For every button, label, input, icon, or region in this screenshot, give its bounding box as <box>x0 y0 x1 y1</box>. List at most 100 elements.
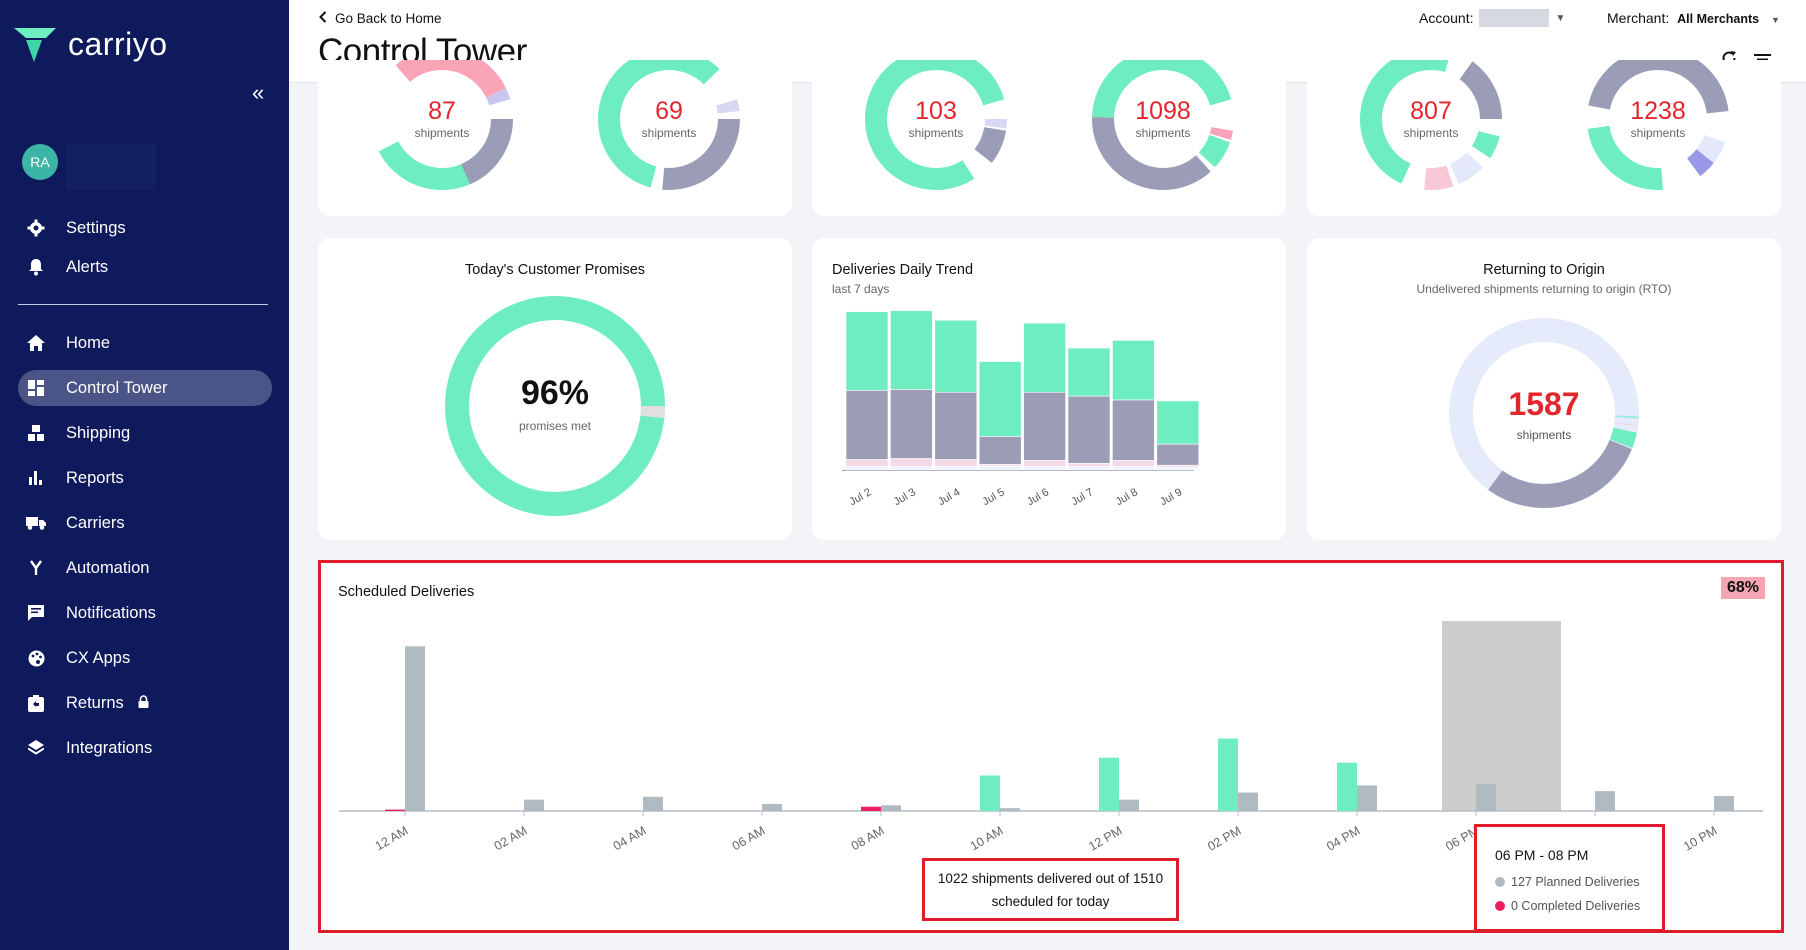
trend-bar-segment[interactable] <box>845 465 889 471</box>
trend-bar-segment[interactable] <box>845 459 889 467</box>
planned-deliveries-bar[interactable] <box>1119 799 1139 811</box>
planned-deliveries-bar[interactable] <box>762 803 782 811</box>
trend-bar-segment[interactable] <box>845 311 889 391</box>
donut-value: 103 <box>915 97 957 125</box>
sidebar-item-returns[interactable]: Returns <box>18 685 272 721</box>
trend-bar-segment[interactable] <box>1112 460 1155 467</box>
boxes-icon <box>18 425 54 441</box>
planned-deliveries-bar[interactable] <box>643 796 663 811</box>
gear-icon <box>18 219 54 237</box>
avatar[interactable]: RA <box>22 144 58 180</box>
summary-line-1: 1022 shipments delivered out of 1510 <box>937 871 1164 886</box>
return-icon <box>18 694 54 712</box>
fork-icon <box>18 560 54 576</box>
trend-bar-segment[interactable] <box>1112 465 1155 471</box>
x-tick-label: 02 AM <box>492 823 530 853</box>
tooltip-planned-row: 127 Planned Deliveries <box>1495 875 1640 889</box>
completed-deliveries-bar[interactable] <box>980 775 1000 812</box>
trend-bar-segment[interactable] <box>934 391 978 460</box>
trend-bar-segment[interactable] <box>1067 395 1111 464</box>
account-selector[interactable]: Account: ▼ <box>1419 9 1565 27</box>
trend-bar-segment[interactable] <box>845 390 889 460</box>
trend-bar-segment[interactable] <box>978 361 1022 437</box>
card-title: Returning to Origin <box>1483 262 1605 278</box>
trend-bar-segment[interactable] <box>1112 399 1155 461</box>
trend-bar-segment[interactable] <box>1067 465 1111 471</box>
summary-line-2: scheduled for today <box>991 894 1110 909</box>
sidebar-item-control-tower[interactable]: Control Tower <box>18 370 272 406</box>
user-name-redacted <box>66 144 156 190</box>
planned-deliveries-bar[interactable] <box>1714 796 1734 811</box>
sidebar-item-shipping[interactable]: Shipping <box>18 415 272 451</box>
donut-unit: shipments <box>1403 126 1459 140</box>
donut-charts-3 <box>1360 60 1729 190</box>
collapse-sidebar-button[interactable]: « <box>252 80 264 106</box>
planned-deliveries-bar[interactable] <box>1357 785 1377 811</box>
sidebar-item-home[interactable]: Home <box>18 325 272 361</box>
planned-deliveries-bar[interactable] <box>1000 808 1020 811</box>
donut-value: 69 <box>655 97 683 125</box>
tooltip-planned: 127 Planned Deliveries <box>1511 875 1640 889</box>
x-tick-label: 04 AM <box>611 823 649 853</box>
sidebar-item-notifications[interactable]: Notifications <box>18 595 272 631</box>
x-tick-label: Jul 2 <box>847 486 873 508</box>
trend-bar-segment[interactable] <box>1156 443 1200 466</box>
completed-deliveries-bar[interactable] <box>1099 757 1119 811</box>
planned-deliveries-bar[interactable] <box>1238 792 1258 811</box>
planned-deliveries-bar[interactable] <box>524 799 544 811</box>
back-link[interactable]: Go Back to Home <box>319 11 442 26</box>
merchant-selector[interactable]: Merchant: All Merchants ▼ <box>1607 10 1780 26</box>
promises-donut <box>445 296 665 516</box>
trend-bar-segment[interactable] <box>1156 466 1200 471</box>
donut-value: 1098 <box>1135 97 1191 125</box>
trend-bar-segment[interactable] <box>890 465 933 471</box>
trend-bar-segment[interactable] <box>934 319 978 393</box>
trend-bar-segment[interactable] <box>1067 462 1111 467</box>
donut-charts-1 <box>371 60 740 190</box>
completed-deliveries-bar[interactable] <box>385 809 405 811</box>
sidebar-item-carriers[interactable]: Carriers <box>18 505 272 541</box>
trend-bar-segment[interactable] <box>934 459 978 467</box>
x-tick-label: 10 AM <box>968 823 1006 853</box>
trend-bar-segment[interactable] <box>890 458 933 467</box>
sidebar-item-label: Alerts <box>66 257 109 276</box>
planned-deliveries-bar[interactable] <box>1476 784 1496 811</box>
sidebar-item-reports[interactable]: Reports <box>18 460 272 496</box>
trend-bar-segment[interactable] <box>1112 340 1155 401</box>
trend-bar-segment[interactable] <box>1023 322 1066 393</box>
home-icon <box>18 335 54 351</box>
x-tick-label: 02 PM <box>1205 823 1243 853</box>
sidebar: carriyo « RA Settings Alerts Home Contro… <box>0 0 289 950</box>
sidebar-item-alerts[interactable]: Alerts <box>18 249 272 285</box>
trend-bar-segment[interactable] <box>934 465 978 471</box>
planned-deliveries-bar[interactable] <box>881 805 901 811</box>
planned-deliveries-bar[interactable] <box>1595 791 1615 811</box>
trend-bar-segment[interactable] <box>978 436 1022 465</box>
trend-bar-segment[interactable] <box>890 310 933 390</box>
trend-bar-segment[interactable] <box>890 389 933 459</box>
trend-bar-segment[interactable] <box>1156 400 1200 445</box>
completed-deliveries-bar[interactable] <box>861 806 881 811</box>
trend-bar-segment[interactable] <box>1023 460 1066 467</box>
planned-deliveries-bar[interactable] <box>405 646 425 811</box>
sidebar-item-settings[interactable]: Settings <box>18 210 272 246</box>
palette-icon <box>18 650 54 667</box>
completed-deliveries-bar[interactable] <box>1218 738 1238 811</box>
sidebar-item-label: CX Apps <box>66 648 131 667</box>
trend-bar-segment[interactable] <box>1023 465 1066 471</box>
completed-deliveries-bar[interactable] <box>1337 762 1357 811</box>
completion-badge: 68% <box>1720 577 1765 599</box>
account-value-redacted <box>1479 9 1550 27</box>
trend-bar-segment[interactable] <box>1023 391 1066 461</box>
trend-bar-segment[interactable] <box>1067 347 1111 397</box>
x-tick-label: 08 AM <box>849 823 887 853</box>
x-tick-label: Jul 3 <box>892 486 918 508</box>
sidebar-item-automation[interactable]: Automation <box>18 550 272 586</box>
sidebar-item-cx-apps[interactable]: CX Apps <box>18 640 272 676</box>
sidebar-item-integrations[interactable]: Integrations <box>18 730 272 766</box>
trend-bar-segment[interactable] <box>978 465 1022 471</box>
app-logo[interactable]: carriyo <box>12 24 168 64</box>
double-chevron-left-icon: « <box>252 80 265 105</box>
delivery-summary: 1022 shipments delivered out of 1510 sch… <box>922 858 1179 921</box>
x-tick-label: Jul 8 <box>1114 486 1140 508</box>
